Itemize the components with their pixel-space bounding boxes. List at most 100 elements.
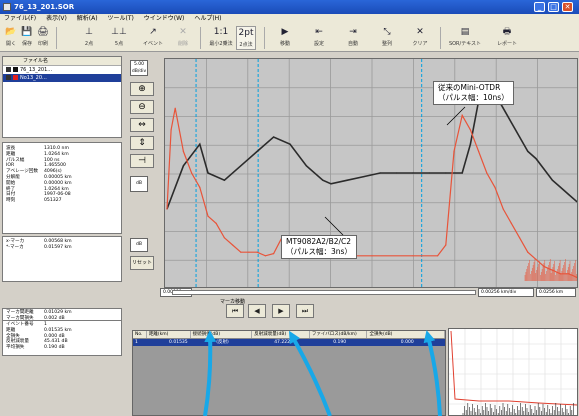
fit-trace-button[interactable]: ⊣ [130,154,154,168]
data-point-old-otdr [289,143,291,145]
data-point-mt9082 [502,208,504,210]
data-point-mt9082 [182,150,184,152]
data-point-old-otdr [502,107,504,109]
file-checkbox[interactable] [6,75,11,80]
report-button[interactable]: 🖶 レポート [494,26,520,50]
data-point-mt9082 [240,251,242,253]
delete-button[interactable]: ✕ 削除 [174,26,192,50]
data-point-old-otdr [240,165,242,167]
align-button[interactable]: ⤡ 整列 [378,26,396,50]
least-squares-button[interactable]: 1:1 最小2乗法 [209,27,233,47]
marker-positions: x-マーカ 0.00568 km *-マーカ 0.01597 km [2,236,122,282]
marker-row: *-マーカ 0.01597 km [6,244,72,250]
annotation-old-otdr: 従来のMini-OTDR （パルス幅：10ns） [433,81,514,105]
set-button[interactable]: ⇤ 設定 [310,26,328,50]
two-point-method-icon: 2pt [238,28,254,38]
event-icon: ↗ [149,27,157,37]
zoom-out-icon: ⊖ [138,102,146,112]
prev-marker-button[interactable]: ◀ [248,304,266,318]
sor-text-button[interactable]: ▤ SOR/テキスト [448,27,482,47]
data-point-mt9082 [478,150,480,152]
file-row[interactable]: 76_13_201... [3,66,121,74]
five-point-button[interactable]: ⊥⊥ 5点 [111,27,127,47]
info-row: 開始 0.00000 km [6,180,72,186]
print-button[interactable]: 🖨 印刷 [37,27,49,47]
file-row[interactable]: No13_20... [3,74,121,82]
info-row: パルス幅 100 ns [6,157,60,163]
two-point-icon: ⊥ [85,27,93,37]
app-icon [3,3,11,11]
data-point-mt9082 [519,237,521,239]
data-point-mt9082 [170,129,172,131]
data-point-old-otdr [199,143,201,145]
data-point-mt9082 [510,222,512,224]
skip-forward-icon: ⏭ [301,307,309,315]
event-table: No. 距離(km) 接続損失(dB) 反射減衰量(dB) ファイバロス(dB/… [132,330,446,416]
offset-box[interactable]: dB [130,176,148,192]
data-point-old-otdr [182,165,184,167]
arrow-right-icon: ▶ [281,27,289,37]
vertical-scale-box[interactable]: 5.00 dB/div [130,60,148,76]
file-checkbox[interactable] [6,67,11,72]
first-marker-button[interactable]: ⏮ [226,304,244,318]
event-button[interactable]: ↗ イベント [142,27,163,47]
event-info: イベント番号 1 距離 0.01535 km 全損失 0.000 dB 反射減衰量 45… [2,320,122,356]
data-point-mt9082 [232,244,234,246]
data-point-old-otdr [346,179,348,181]
reset-button[interactable]: リセット [130,256,154,270]
event-info-row: 全損失 0.000 dB [6,333,65,339]
stat-row: マーカ間損失 0.002 dB [6,315,65,321]
next-marker-button[interactable]: ▶ [272,304,290,318]
data-point-old-otdr [273,136,275,138]
toolbar: 📂 開く 💾 保存 🖨 印刷 ⊥ 2点 ⊥⊥ 5点 ↗ イベント ✕ 削除 1:1 最小2乗法 … [0,24,579,52]
print-icon: 🖨 [37,27,49,37]
data-point-old-otdr [445,172,447,174]
trace-chart[interactable] [165,59,578,288]
two-point-button[interactable]: ⊥ 2点 [80,26,98,50]
data-point-old-otdr [461,172,463,174]
move-button[interactable]: ▶ 移動 [276,26,294,50]
trace-plot[interactable]: 従来のMini-OTDR （パルス幅：10ns） MT9082A2/B2/C2 … [164,58,578,288]
data-point-mt9082 [223,237,225,239]
data-point-old-otdr [330,183,332,185]
data-point-old-otdr [551,179,553,181]
open-button[interactable]: 📂 開く [5,27,17,47]
trace-color-swatch [13,67,18,72]
horizontal-scrollbar[interactable] [172,290,476,295]
auto-button[interactable]: ⇥ 自動 [344,26,362,50]
data-point-old-otdr [305,165,307,167]
fit-trace-icon: ⊣ [138,156,146,166]
zoom-in-button[interactable]: ⊕ [130,82,154,96]
scroll-end-value: 0.0256 km [536,288,576,297]
two-point-method-button[interactable]: 2pt 2点法 [236,26,256,50]
table-row[interactable]: 1 0.01535 (反射) 47.222 0.190 0.000 [133,339,445,346]
data-point-old-otdr [510,122,512,124]
data-point-mt9082 [166,208,168,210]
data-point-mt9082 [527,251,529,253]
data-point-mt9082 [174,107,176,109]
cursor-icon: ⇤ [315,27,323,37]
menu-file[interactable]: ファイル(F) [4,15,37,22]
zoom-out-button[interactable]: ⊖ [130,100,154,114]
clear-button[interactable]: ✕ クリア [410,26,430,50]
menu-help[interactable]: ヘルプ(H) [194,15,222,22]
last-marker-button[interactable]: ⏭ [296,304,314,318]
zoom-horizontal-button[interactable]: ⇔ [130,118,154,132]
info-row: IOR 1.465500 [6,163,66,169]
five-point-icon: ⊥⊥ [111,27,127,37]
next-icon: ▶ [278,307,284,315]
menu-view[interactable]: 表示(V) [46,15,67,22]
annotation-new-otdr: MT9082A2/B2/C2 （パルス幅：3ns） [281,235,357,259]
close-button[interactable]: ✕ [562,2,573,12]
annotation-leader-lower [324,216,344,236]
save-button[interactable]: 💾 保存 [21,27,33,47]
overview-trace[interactable] [448,328,578,416]
minimize-button[interactable]: _ [534,2,545,12]
menu-tools[interactable]: ツール(T) [107,15,134,22]
maximize-button[interactable]: □ [548,2,559,12]
level-box[interactable]: dB [130,238,148,252]
data-point-old-otdr [535,158,537,160]
menu-window[interactable]: ウインドウ(W) [143,15,185,22]
menu-analysis[interactable]: 解析(A) [76,15,98,22]
zoom-vertical-button[interactable]: ⇕ [130,136,154,150]
